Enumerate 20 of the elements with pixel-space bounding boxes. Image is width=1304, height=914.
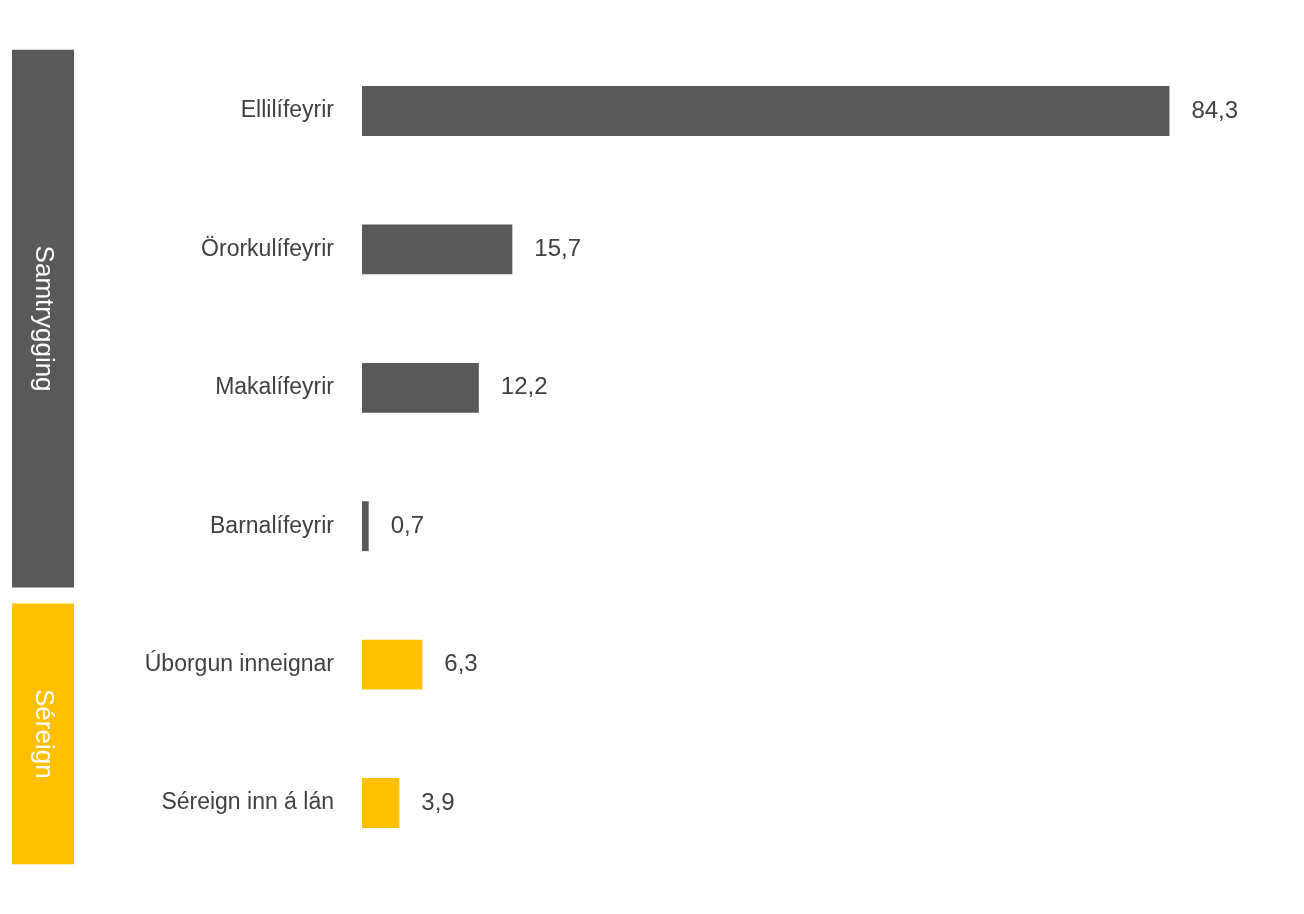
bar [362, 362, 479, 413]
bar [362, 224, 513, 275]
bar [362, 778, 400, 828]
data-label: 84,3 [1191, 95, 1239, 123]
text: Séreign [29, 688, 60, 779]
data-label: 6,3 [444, 649, 478, 677]
y-tick-label: Séreign inn á lán [161, 788, 334, 815]
data-label: 3,9 [421, 787, 455, 815]
data-label: 12,2 [500, 372, 548, 400]
text: Samtrygging [29, 245, 60, 392]
data-label: 0,7 [390, 510, 425, 538]
bar [362, 86, 1170, 136]
bar [362, 639, 423, 690]
y-tick-label: Úborgun inneignar [144, 649, 335, 676]
y-tick-label: Örorkulífeyrir [201, 234, 335, 261]
y-tick-label: Barnalífeyrir [210, 511, 335, 538]
y-tick-label: Makalífeyrir [215, 373, 335, 400]
data-label: 15,7 [534, 234, 582, 262]
bar [362, 501, 369, 552]
y-tick-label: Ellilífeyrir [240, 96, 335, 123]
